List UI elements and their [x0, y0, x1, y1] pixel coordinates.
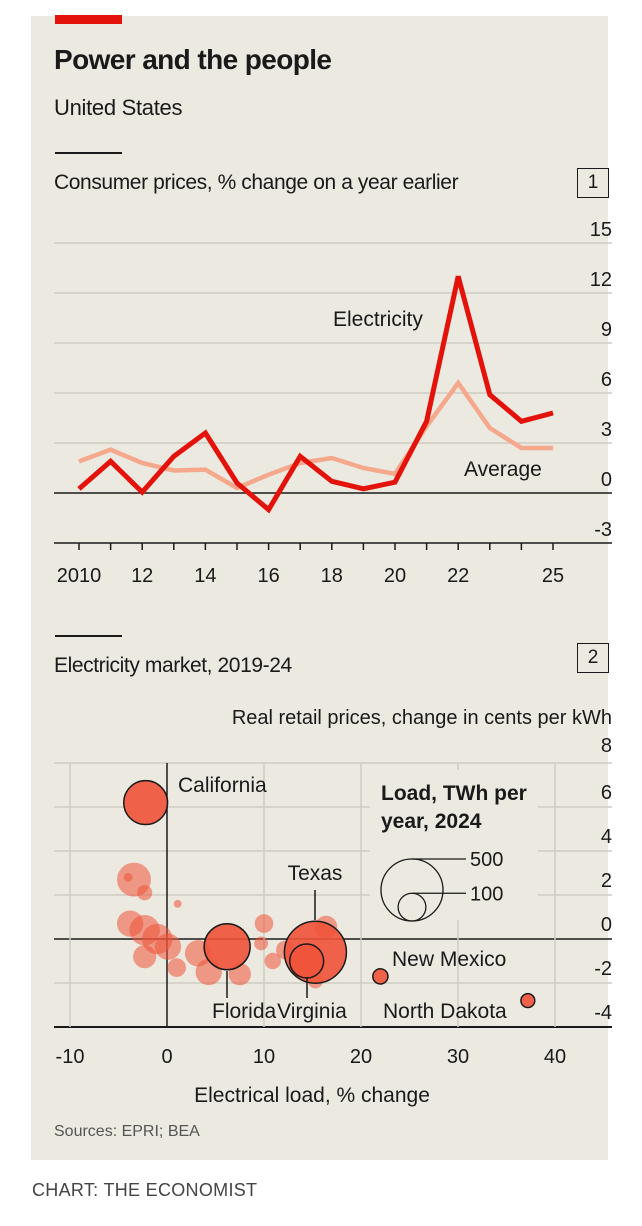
- bubble-state: [154, 933, 182, 960]
- chart-credit: CHART: THE ECONOMIST: [32, 1180, 258, 1200]
- x-axis-label: Electrical load, % change: [194, 1084, 430, 1107]
- bubble-new-mexico: [372, 968, 389, 985]
- chart-title: Power and the people: [54, 44, 332, 75]
- section-rule-1: [55, 152, 122, 154]
- x-tick-label: 30: [447, 1046, 469, 1068]
- x-tick-label: 40: [544, 1046, 566, 1068]
- bubble-florida: [203, 922, 251, 971]
- point-label-california: California: [178, 774, 267, 797]
- series-line-average: [78, 379, 553, 491]
- bubble-state: [254, 914, 274, 933]
- point-label-texas: Texas: [288, 862, 343, 885]
- x-tick-label: 0: [161, 1046, 172, 1068]
- size-legend-bg: [370, 770, 538, 920]
- size-legend-title: year, 2024: [381, 810, 482, 833]
- chart1-number-box: 1: [577, 168, 609, 198]
- x-tick-label: 22: [447, 565, 469, 587]
- size-legend-title: Load, TWh per: [381, 782, 527, 805]
- section-rule-2: [55, 635, 122, 637]
- y-tick-label: -2: [594, 958, 612, 980]
- size-legend-label: 100: [470, 883, 503, 905]
- point-label-new-mexico: New Mexico: [392, 948, 506, 971]
- y-tick-label: 0: [601, 914, 612, 936]
- x-tick-label: -10: [56, 1046, 85, 1068]
- y-tick-label: 6: [601, 782, 612, 804]
- series-label-average: Average: [464, 458, 542, 481]
- chart-subtitle: United States: [54, 95, 183, 120]
- x-tick-label: 12: [131, 565, 153, 587]
- bubble-state: [137, 885, 153, 901]
- y-tick-label: 15: [590, 219, 612, 241]
- bubble-state: [173, 899, 182, 908]
- y-tick-label: -4: [594, 1002, 612, 1024]
- x-tick-label: 10: [253, 1046, 275, 1068]
- y-tick-label: -3: [594, 519, 612, 541]
- chart1-title: Consumer prices, % change on a year earl…: [54, 171, 459, 194]
- size-legend-label: 500: [470, 849, 503, 871]
- bubble-state: [133, 945, 157, 969]
- bubble-state: [167, 958, 186, 977]
- y-tick-label: 4: [601, 826, 612, 848]
- y-tick-label: 8: [601, 735, 612, 757]
- point-label-florida: Florida: [212, 1000, 277, 1023]
- series-line-electricity: [77, 275, 554, 514]
- chart2-number-box: 2: [577, 643, 609, 673]
- y-tick-label: 0: [601, 469, 612, 491]
- y-tick-label: 6: [601, 369, 612, 391]
- y-tick-label: 2: [601, 870, 612, 892]
- bubble-state: [123, 873, 133, 882]
- x-tick-label: 16: [257, 565, 279, 587]
- y-tick-label: 3: [601, 419, 612, 441]
- y-tick-label: 9: [601, 319, 612, 341]
- series-label-electricity: Electricity: [333, 308, 423, 331]
- point-label-virginia: Virginia: [277, 1000, 347, 1023]
- y-tick-label: 12: [590, 269, 612, 291]
- brand-red-bar: [55, 15, 122, 24]
- bubble-state: [264, 952, 281, 970]
- x-tick-label: 18: [321, 565, 343, 587]
- bubble-north-dakota: [520, 992, 536, 1009]
- bubble-virginia: [288, 943, 325, 979]
- bubble-state: [254, 936, 269, 951]
- source-note: Sources: EPRI; BEA: [54, 1123, 200, 1140]
- x-tick-label: 2010: [57, 565, 102, 587]
- x-tick-label: 20: [350, 1046, 372, 1068]
- bubble-california: [122, 779, 169, 826]
- point-label-north-dakota: North Dakota: [383, 1000, 507, 1023]
- chart2-title: Electricity market, 2019-24: [54, 654, 292, 677]
- x-tick-label: 20: [384, 565, 406, 587]
- x-tick-label: 14: [194, 565, 216, 587]
- x-tick-label: 25: [542, 565, 564, 587]
- y-axis-label: Real retail prices, change in cents per …: [232, 707, 612, 729]
